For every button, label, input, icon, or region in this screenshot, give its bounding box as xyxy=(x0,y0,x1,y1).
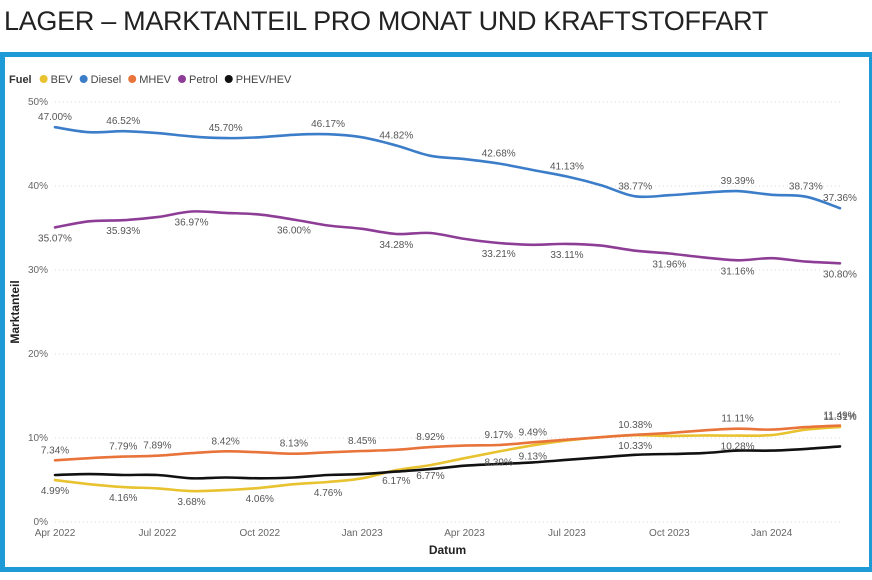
legend-item-label[interactable]: MHEV xyxy=(139,74,171,86)
y-tick-label: 10% xyxy=(28,433,48,444)
x-axis-title: Datum xyxy=(429,543,466,557)
data-label: 31.16% xyxy=(721,266,755,277)
data-label: 30.80% xyxy=(823,269,857,280)
data-label: 8.13% xyxy=(280,439,308,450)
legend-item-label[interactable]: BEV xyxy=(51,74,74,86)
x-tick-label: Jan 2024 xyxy=(751,528,793,539)
y-tick-label: 50% xyxy=(28,97,48,108)
series-line-bev[interactable] xyxy=(53,425,842,493)
chart-frame: 0% 10% 20% 30% 40% 50% Apr 2022 Jul 2022 Oct 20… xyxy=(0,52,872,572)
data-label: 9.13% xyxy=(519,451,547,462)
data-label: 8.39% xyxy=(485,458,513,469)
legend[interactable]: Fuel BEV Diesel MHEV Petrol PHEV/HEV xyxy=(9,74,292,86)
data-label: 39.39% xyxy=(721,176,755,187)
x-tick-label: Jul 2022 xyxy=(138,528,176,539)
data-label: 33.21% xyxy=(482,249,516,260)
data-label: 37.36% xyxy=(823,193,857,204)
data-label: 38.77% xyxy=(618,181,652,192)
data-label: 4.99% xyxy=(41,486,69,497)
x-tick-label: Oct 2023 xyxy=(649,528,690,539)
data-label: 46.17% xyxy=(311,119,345,130)
series-line-diesel[interactable] xyxy=(53,125,842,210)
legend-marker xyxy=(224,75,233,83)
legend-marker xyxy=(39,75,48,83)
data-label: 10.38% xyxy=(618,420,652,431)
data-label: 45.70% xyxy=(209,123,243,134)
legend-item-label[interactable]: Diesel xyxy=(91,74,122,86)
data-label: 6.17% xyxy=(382,476,410,487)
data-label: 8.92% xyxy=(416,432,444,443)
data-label: 46.52% xyxy=(106,116,140,127)
data-label: 36.97% xyxy=(175,217,209,228)
x-tick-label: Jul 2023 xyxy=(548,528,586,539)
x-tick-label: Apr 2023 xyxy=(444,528,485,539)
legend-item-label[interactable]: Petrol xyxy=(189,74,218,86)
legend-marker xyxy=(178,75,186,83)
data-label: 11.31% xyxy=(823,412,856,423)
data-label: 7.79% xyxy=(109,442,137,453)
legend-title: Fuel xyxy=(9,74,32,86)
data-label: 10.33% xyxy=(618,441,652,452)
data-label: 10.28% xyxy=(721,442,755,453)
data-label: 8.42% xyxy=(211,436,239,447)
series-lines xyxy=(53,125,842,493)
data-label: 8.45% xyxy=(348,436,376,447)
data-label: 4.16% xyxy=(109,493,137,504)
data-label: 47.00% xyxy=(38,112,72,123)
y-axis-title: Marktanteil xyxy=(8,280,22,343)
y-tick-label: 0% xyxy=(34,517,49,528)
data-label: 7.34% xyxy=(41,445,69,456)
series-line-phev-hev[interactable] xyxy=(53,445,842,480)
data-labels: 4.99% 4.16% 3.68% 4.06% 4.76% 6.17% 6.77% 8.39%… xyxy=(38,112,857,508)
legend-item-label[interactable]: PHEV/HEV xyxy=(236,74,292,86)
y-axis-ticks: 0% 10% 20% 30% 40% 50% xyxy=(28,97,48,528)
series-line-mhev[interactable] xyxy=(53,424,842,462)
data-label: 41.13% xyxy=(550,162,584,173)
data-label: 7.89% xyxy=(143,441,171,452)
legend-marker xyxy=(79,75,88,83)
gridlines xyxy=(55,101,840,523)
data-label: 36.00% xyxy=(277,226,311,237)
series-line-petrol[interactable] xyxy=(53,210,842,265)
data-label: 44.82% xyxy=(379,131,413,142)
data-label: 11.49% xyxy=(823,410,856,421)
data-label: 35.93% xyxy=(106,226,140,237)
x-tick-label: Apr 2022 xyxy=(35,528,76,539)
data-label: 11.11% xyxy=(721,414,754,425)
y-tick-label: 40% xyxy=(28,181,48,192)
data-label: 31.96% xyxy=(652,260,686,271)
data-label: 33.11% xyxy=(550,250,583,261)
data-label: 9.49% xyxy=(519,427,547,438)
data-label: 4.76% xyxy=(314,488,342,499)
data-label: 34.28% xyxy=(379,240,413,251)
data-label: 3.68% xyxy=(177,497,205,508)
page-title: LAGER – MARKTANTEIL PRO MONAT UND KRAFTS… xyxy=(4,6,769,36)
data-label: 35.07% xyxy=(38,233,72,244)
x-tick-label: Oct 2022 xyxy=(239,528,280,539)
data-label: 38.73% xyxy=(789,182,823,193)
x-axis-ticks: Apr 2022 Jul 2022 Oct 2022 Jan 2023 Apr 2023… xyxy=(35,528,793,539)
y-tick-label: 30% xyxy=(28,265,48,276)
legend-marker xyxy=(128,75,137,83)
data-label: 9.17% xyxy=(485,430,513,441)
data-label: 42.68% xyxy=(482,148,516,159)
data-label: 6.77% xyxy=(416,471,444,482)
y-tick-label: 20% xyxy=(28,349,48,360)
line-chart: 0% 10% 20% 30% 40% 50% Apr 2022 Jul 2022 Oct 20… xyxy=(8,74,857,557)
data-label: 4.06% xyxy=(246,494,274,505)
x-tick-label: Jan 2023 xyxy=(342,528,384,539)
